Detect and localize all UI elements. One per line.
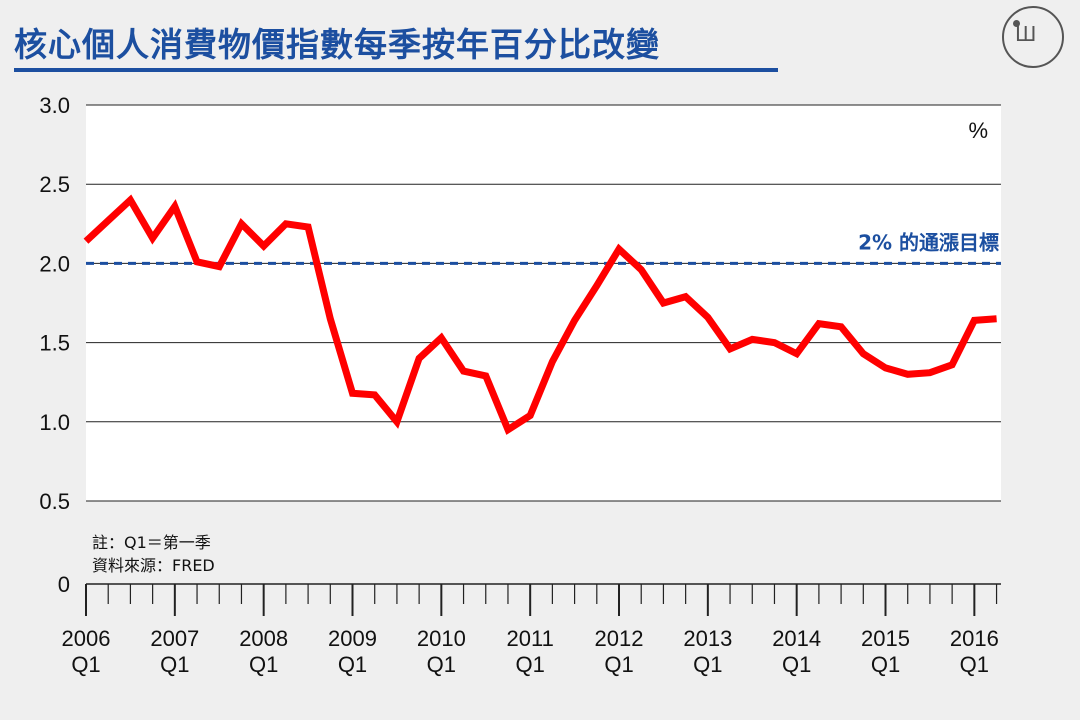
x-year-label: 2012 (595, 626, 644, 651)
x-year-label: 2011 (507, 626, 554, 651)
y-tick-label: 1.5 (39, 331, 70, 356)
x-year-label: 2010 (417, 626, 466, 651)
series-line (83, 194, 997, 435)
x-year-label: 2008 (239, 626, 288, 651)
y-tick-label: 3.0 (39, 93, 70, 118)
x-year-label: 2014 (772, 626, 821, 651)
footnote: 註：Q1＝第一季 (92, 533, 211, 552)
x-quarter-label: Q1 (160, 652, 189, 677)
gridlines (86, 104, 1001, 502)
x-axis-tick-labels: 2006Q12007Q12008Q12009Q12010Q12011Q12012… (62, 626, 999, 677)
x-year-label: 2006 (62, 626, 111, 651)
y-tick-label: 0 (58, 572, 70, 597)
series-lines (83, 194, 997, 435)
x-quarter-label: Q1 (782, 652, 811, 677)
x-quarter-label: Q1 (960, 652, 989, 677)
logo-dot (1013, 20, 1020, 27)
source-note: 資料來源：FRED (92, 556, 215, 575)
y-axis-tick-labels: 3.0 2.5 2.0 1.5 1.0 0.5 0 (39, 93, 70, 597)
brand-logo[interactable]: Ш (1002, 6, 1064, 68)
x-quarter-label: Q1 (338, 652, 367, 677)
x-quarter-label: Q1 (693, 652, 722, 677)
plot-background (86, 105, 1001, 501)
x-quarter-label: Q1 (515, 652, 544, 677)
chart-title: 核心個人消費物價指數每季按年百分比改變 (14, 25, 660, 64)
target-line-label: 2% 的通漲目標 (858, 230, 999, 254)
x-year-label: 2009 (328, 626, 377, 651)
target-reference-line: 2% 的通漲目標 (86, 230, 1001, 265)
y-tick-label: 2.5 (39, 172, 70, 197)
x-quarter-label: Q1 (427, 652, 456, 677)
x-year-label: 2015 (861, 626, 910, 651)
title-underline (14, 68, 778, 72)
x-quarter-label: Q1 (871, 652, 900, 677)
x-quarter-label: Q1 (604, 652, 633, 677)
y-tick-label: 2.0 (39, 251, 70, 276)
plot-area (86, 105, 1001, 501)
y-tick-label: 1.0 (39, 410, 70, 435)
x-year-label: 2007 (150, 626, 199, 651)
x-year-label: 2016 (950, 626, 999, 651)
y-tick-label: 0.5 (39, 489, 70, 514)
x-axis (85, 583, 1001, 616)
x-quarter-label: Q1 (249, 652, 278, 677)
logo-glyph-icon: Ш (1015, 22, 1036, 46)
x-year-label: 2013 (683, 626, 732, 651)
x-quarter-label: Q1 (71, 652, 100, 677)
unit-label: % (968, 118, 988, 143)
